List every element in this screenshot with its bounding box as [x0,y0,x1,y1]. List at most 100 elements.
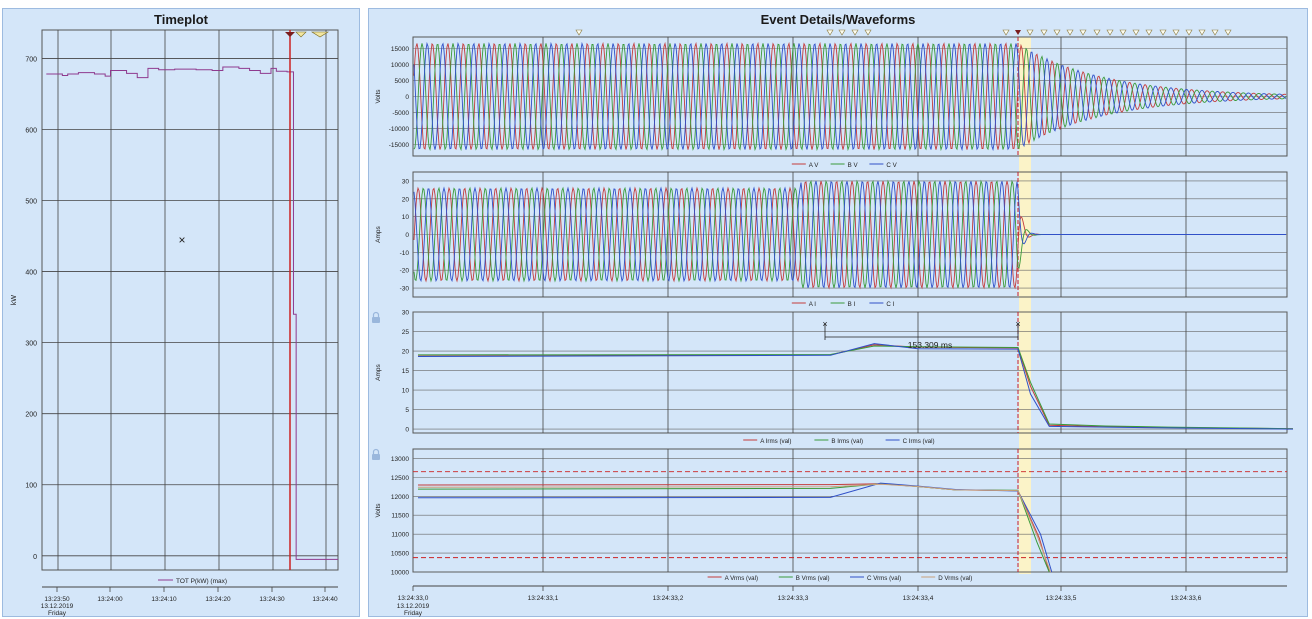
event-x-tick-label: 13:24:33,2 [653,595,684,602]
current-rms-legend-label: C Irms (val) [903,438,935,445]
voltage-wave-y-tick-label: 0 [405,94,409,101]
timeplot-y-tick-label: 0 [33,554,37,561]
padlock-icon[interactable] [372,311,380,318]
current-wave-y-tick-label: 20 [402,196,410,203]
event-marker-icon [1026,29,1034,36]
current-rms-plot-area [412,311,1288,434]
current-rms-series-line [417,344,1294,430]
voltage-rms-legend-label: D Vrms (val) [938,575,972,582]
current-wave-y-tick-label: 0 [405,232,409,239]
event-marker-icon [1066,29,1074,36]
event-highlight-band [1019,37,1031,574]
event-marker-icon [310,31,330,38]
timeplot-y-tick-label: 400 [25,270,37,277]
voltage-wave-y-tick-label: 5000 [395,78,410,85]
current-wave-y-tick-label: -10 [400,250,410,257]
voltage-rms-legend-label: C Vrms (val) [867,575,901,582]
event-marker-icon [1040,29,1048,36]
event-marker-icon [1185,29,1193,36]
current-wave-y-tick-label: 10 [402,214,410,221]
event-x-tick-label: 13:24:33,1 [528,595,559,602]
event-marker-icon [1106,29,1114,36]
voltage-rms-legend-label: B Vrms (val) [796,575,830,582]
event-marker-icon [838,29,846,36]
voltage-wave-series-line [413,41,1287,152]
voltage-rms-series-line [417,483,1051,573]
measure-duration-label: 153.309 ms [908,340,952,350]
voltage-rms-y-tick-label: 11500 [391,513,409,520]
current-rms-legend-label: B Irms (val) [831,438,863,445]
event-marker-icon [826,29,834,36]
voltage-wave-y-tick-label: -5000 [392,110,409,117]
measure-cursor-cross: × [822,319,827,329]
current-wave-y-tick-label: -30 [400,286,410,293]
current-rms-legend-label: A Irms (val) [760,438,791,445]
timeplot-x-date-label: 13.12.2019 [41,603,74,610]
current-rms-series-line [417,343,1294,430]
measure-cursor-cross: × [1015,319,1020,329]
timeplot-plot-area [41,29,339,571]
timeplot-y-tick-label: 200 [25,412,37,419]
event-marker-icon [1172,29,1180,36]
voltage-rms-y-axis-label: Volts [375,503,382,518]
current-rms-series-line [417,345,1294,430]
timeplot-title: Timeplot [154,12,208,27]
voltage-rms-plot-area [412,448,1288,573]
event-marker-icon [864,29,872,36]
voltage-rms-y-tick-label: 12000 [391,494,409,501]
event-x-tick-label: 13:24:33,0 [398,595,429,602]
event-x-tick-label: 13:24:33,6 [1171,595,1202,602]
voltage-wave-y-tick-label: 10000 [391,62,409,69]
voltage-wave-legend-label: B V [848,162,859,169]
timeplot-y-tick-label: 500 [25,199,37,206]
timeplot-x-tick-label: 13:23:50 [44,596,70,603]
voltage-rms-y-tick-label: 10500 [391,551,409,558]
voltage-wave-y-axis-label: Volts [375,89,382,104]
event-marker-icon [1159,29,1167,36]
current-wave-y-axis-label: Amps [375,225,382,242]
timeplot-x-tick-label: 13:24:10 [151,596,177,603]
current-rms-y-axis-label: Amps [375,363,382,380]
event-marker-icon [1145,29,1153,36]
voltage-rms-y-tick-label: 13000 [391,456,409,463]
event-details-title: Event Details/Waveforms [760,12,916,27]
event-marker-icon [1053,29,1061,36]
event-x-date-label: 13.12.2019 [397,603,430,610]
timeplot-y-tick-label: 300 [25,341,37,348]
event-marker-icon [1015,30,1021,35]
timeplot-y-tick-label: 600 [25,127,37,134]
voltage-wave-series-line [413,43,1287,152]
voltage-rms-legend-label: A Vrms (val) [725,575,758,582]
voltage-wave-y-tick-label: 15000 [391,46,409,53]
timeplot-x-tick-label: 13:24:30 [259,596,285,603]
padlock-icon[interactable] [372,317,380,323]
timeplot-y-tick-label: 100 [25,483,37,490]
event-marker-icon [1119,29,1127,36]
event-x-tick-label: 13:24:33,3 [778,595,809,602]
timeplot-x-tick-label: 13:24:00 [97,596,123,603]
voltage-rms-y-tick-label: 12500 [391,475,409,482]
timeplot-x-tick-label: 13:24:40 [312,596,338,603]
voltage-rms-y-tick-label: 10000 [391,570,409,577]
voltage-wave-legend-label: C V [886,162,897,169]
event-marker-icon [1093,29,1101,36]
timeplot-series-line [46,66,338,560]
voltage-wave-legend-label: A V [809,162,820,169]
current-rms-y-tick-label: 30 [402,310,410,317]
padlock-icon[interactable] [372,454,380,460]
event-marker-icon [575,29,583,36]
event-marker-icon [851,29,859,36]
current-rms-y-tick-label: 25 [402,329,410,336]
current-rms-y-tick-label: 15 [402,368,410,375]
current-wave-legend-label: B I [848,301,856,308]
event-marker-icon [1079,29,1087,36]
event-x-tick-label: 13:24:33,4 [903,595,934,602]
timeplot-x-tick-label: 13:24:20 [205,596,231,603]
current-rms-y-tick-label: 20 [402,349,410,356]
current-rms-y-tick-label: 10 [402,388,410,395]
timeplot-y-tick-label: 700 [25,56,37,63]
event-marker-icon [1224,29,1232,36]
padlock-icon[interactable] [372,448,380,455]
current-rms-y-tick-label: 0 [405,427,409,434]
